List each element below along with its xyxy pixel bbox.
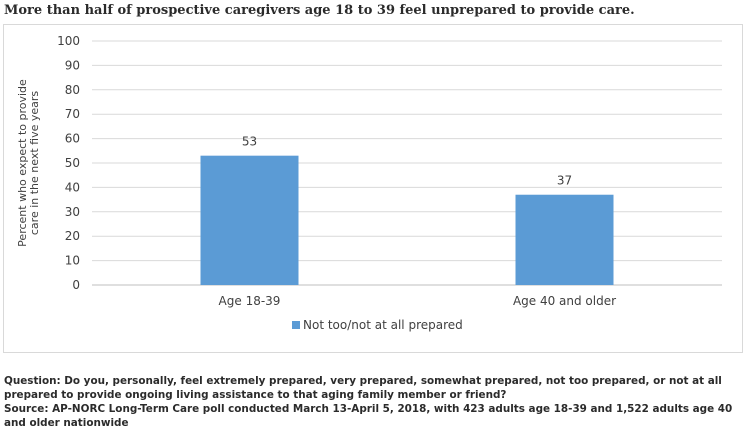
y-tick-label: 100: [57, 34, 80, 48]
y-tick-label: 90: [65, 58, 80, 72]
legend-label: Not too/not at all prepared: [303, 318, 463, 332]
y-axis-ticks: 0 10 20 30 40 50 60 70 80 90 100: [57, 34, 80, 292]
question-note: Question: Do you, personally, feel extre…: [4, 375, 722, 401]
y-tick-label: 60: [65, 132, 80, 146]
y-tick-label: 0: [72, 278, 80, 292]
source-note: Source: AP-NORC Long-Term Care poll cond…: [4, 403, 733, 429]
data-label: 53: [242, 135, 257, 149]
y-tick-label: 40: [65, 180, 80, 194]
bar-chart: 0 10 20 30 40 50 60 70 80 90 100 Percent who expec…: [16, 34, 722, 332]
chart-frame: [3, 24, 743, 353]
y-axis-label-line: care in the next five years: [28, 91, 41, 236]
data-label: 37: [557, 174, 572, 188]
x-axis-ticks: Age 18-39 Age 40 and older: [219, 294, 617, 308]
chart-title: More than half of prospective caregivers…: [4, 3, 635, 18]
gridlines: [92, 40, 722, 286]
y-tick-label: 70: [65, 107, 80, 121]
bar: [515, 194, 614, 285]
y-tick-label: 80: [65, 83, 80, 97]
y-tick-label: 20: [65, 229, 80, 243]
bars: 53 37: [200, 135, 614, 285]
y-axis-label: Percent who expect to provide care in the…: [16, 79, 41, 247]
x-tick-label: Age 18-39: [219, 294, 281, 308]
y-tick-label: 30: [65, 205, 80, 219]
y-axis-label-line: Percent who expect to provide: [16, 79, 29, 247]
legend-swatch: [292, 321, 300, 329]
legend: Not too/not at all prepared: [292, 318, 463, 332]
footer-notes: Question: Do you, personally, feel extre…: [4, 374, 742, 430]
x-tick-label: Age 40 and older: [513, 294, 616, 308]
bar: [200, 155, 299, 285]
y-tick-label: 10: [65, 254, 80, 268]
y-tick-label: 50: [65, 156, 80, 170]
